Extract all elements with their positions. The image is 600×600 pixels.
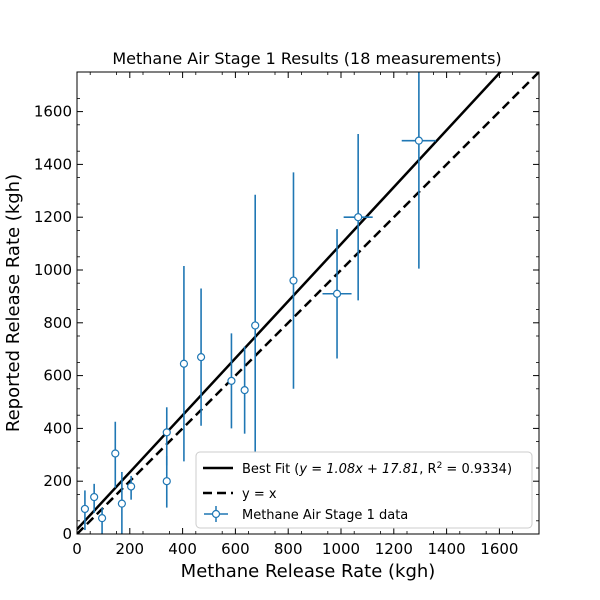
legend-frame bbox=[195, 451, 533, 529]
data-point bbox=[80, 490, 90, 531]
legend-identity-label: y = x bbox=[242, 487, 277, 502]
data-marker bbox=[354, 213, 363, 222]
data-marker bbox=[117, 499, 126, 508]
identity-line bbox=[77, 72, 539, 534]
legend-data-swatch bbox=[204, 506, 228, 522]
y-tick-label: 0 bbox=[62, 525, 72, 543]
x-axis-label: Methane Release Rate (kgh) bbox=[181, 561, 436, 582]
data-point bbox=[111, 421, 120, 488]
y-tick-label: 1000 bbox=[34, 261, 72, 279]
data-marker bbox=[162, 477, 171, 486]
x-tick-label: 1400 bbox=[428, 540, 466, 558]
data-marker bbox=[289, 276, 298, 285]
x-tick-label: 1200 bbox=[375, 540, 413, 558]
data-series bbox=[80, 72, 437, 534]
axis-ticks: 0 200 400 600 800 1000 1200 1400 1600 0 200 400 600 8… bbox=[34, 72, 539, 558]
data-point bbox=[127, 475, 136, 500]
legend: Best Fit (y = 1.08x + 17.81, R2 = 0.9334… bbox=[195, 451, 533, 529]
plot-frame bbox=[76, 71, 540, 535]
data-marker bbox=[332, 289, 342, 298]
y-tick-label: 600 bbox=[43, 367, 72, 385]
data-marker bbox=[196, 353, 206, 362]
data-point bbox=[90, 483, 99, 513]
x-tick-label: 0 bbox=[72, 540, 82, 558]
data-point bbox=[240, 346, 249, 434]
x-tick-label: 1000 bbox=[322, 540, 360, 558]
data-marker bbox=[240, 386, 249, 395]
y-tick-label: 1600 bbox=[34, 103, 72, 121]
data-point bbox=[97, 507, 107, 534]
x-tick-label: 600 bbox=[221, 540, 250, 558]
y-tick-label: 200 bbox=[43, 472, 72, 490]
data-point bbox=[196, 288, 206, 426]
legend-best-fit-label: Best Fit (y = 1.08x + 17.81, R2 = 0.9334… bbox=[242, 461, 512, 477]
data-marker bbox=[227, 376, 236, 385]
data-marker bbox=[127, 482, 136, 491]
data-point bbox=[227, 333, 236, 429]
x-tick-label: 400 bbox=[168, 540, 197, 558]
data-point bbox=[179, 266, 189, 462]
x-tick-label: 1600 bbox=[480, 540, 518, 558]
data-marker bbox=[80, 504, 90, 514]
legend-data-label: Methane Air Stage 1 data bbox=[242, 508, 408, 523]
data-marker bbox=[179, 359, 189, 368]
data-marker bbox=[111, 449, 120, 458]
best-fit-line bbox=[77, 72, 503, 531]
reference-lines bbox=[77, 72, 539, 534]
y-tick-label: 1400 bbox=[34, 155, 72, 173]
chart-title: Methane Air Stage 1 Results (18 measurem… bbox=[112, 49, 501, 68]
y-tick-label: 800 bbox=[43, 314, 72, 332]
data-marker bbox=[90, 492, 99, 502]
data-point bbox=[251, 194, 260, 453]
y-axis-label: Reported Release Rate (kgh) bbox=[3, 174, 24, 432]
data-marker bbox=[162, 428, 171, 437]
data-point bbox=[162, 407, 171, 466]
data-point bbox=[289, 172, 298, 389]
data-point bbox=[117, 471, 126, 534]
x-tick-label: 200 bbox=[115, 540, 144, 558]
data-point bbox=[401, 72, 437, 269]
y-tick-label: 400 bbox=[43, 419, 72, 437]
x-tick-label: 800 bbox=[274, 540, 303, 558]
data-marker bbox=[251, 321, 260, 330]
data-point bbox=[322, 229, 352, 359]
data-marker bbox=[97, 514, 107, 523]
data-marker bbox=[414, 136, 423, 145]
data-point bbox=[343, 134, 373, 301]
y-tick-label: 1200 bbox=[34, 208, 72, 226]
data-point bbox=[162, 456, 171, 508]
